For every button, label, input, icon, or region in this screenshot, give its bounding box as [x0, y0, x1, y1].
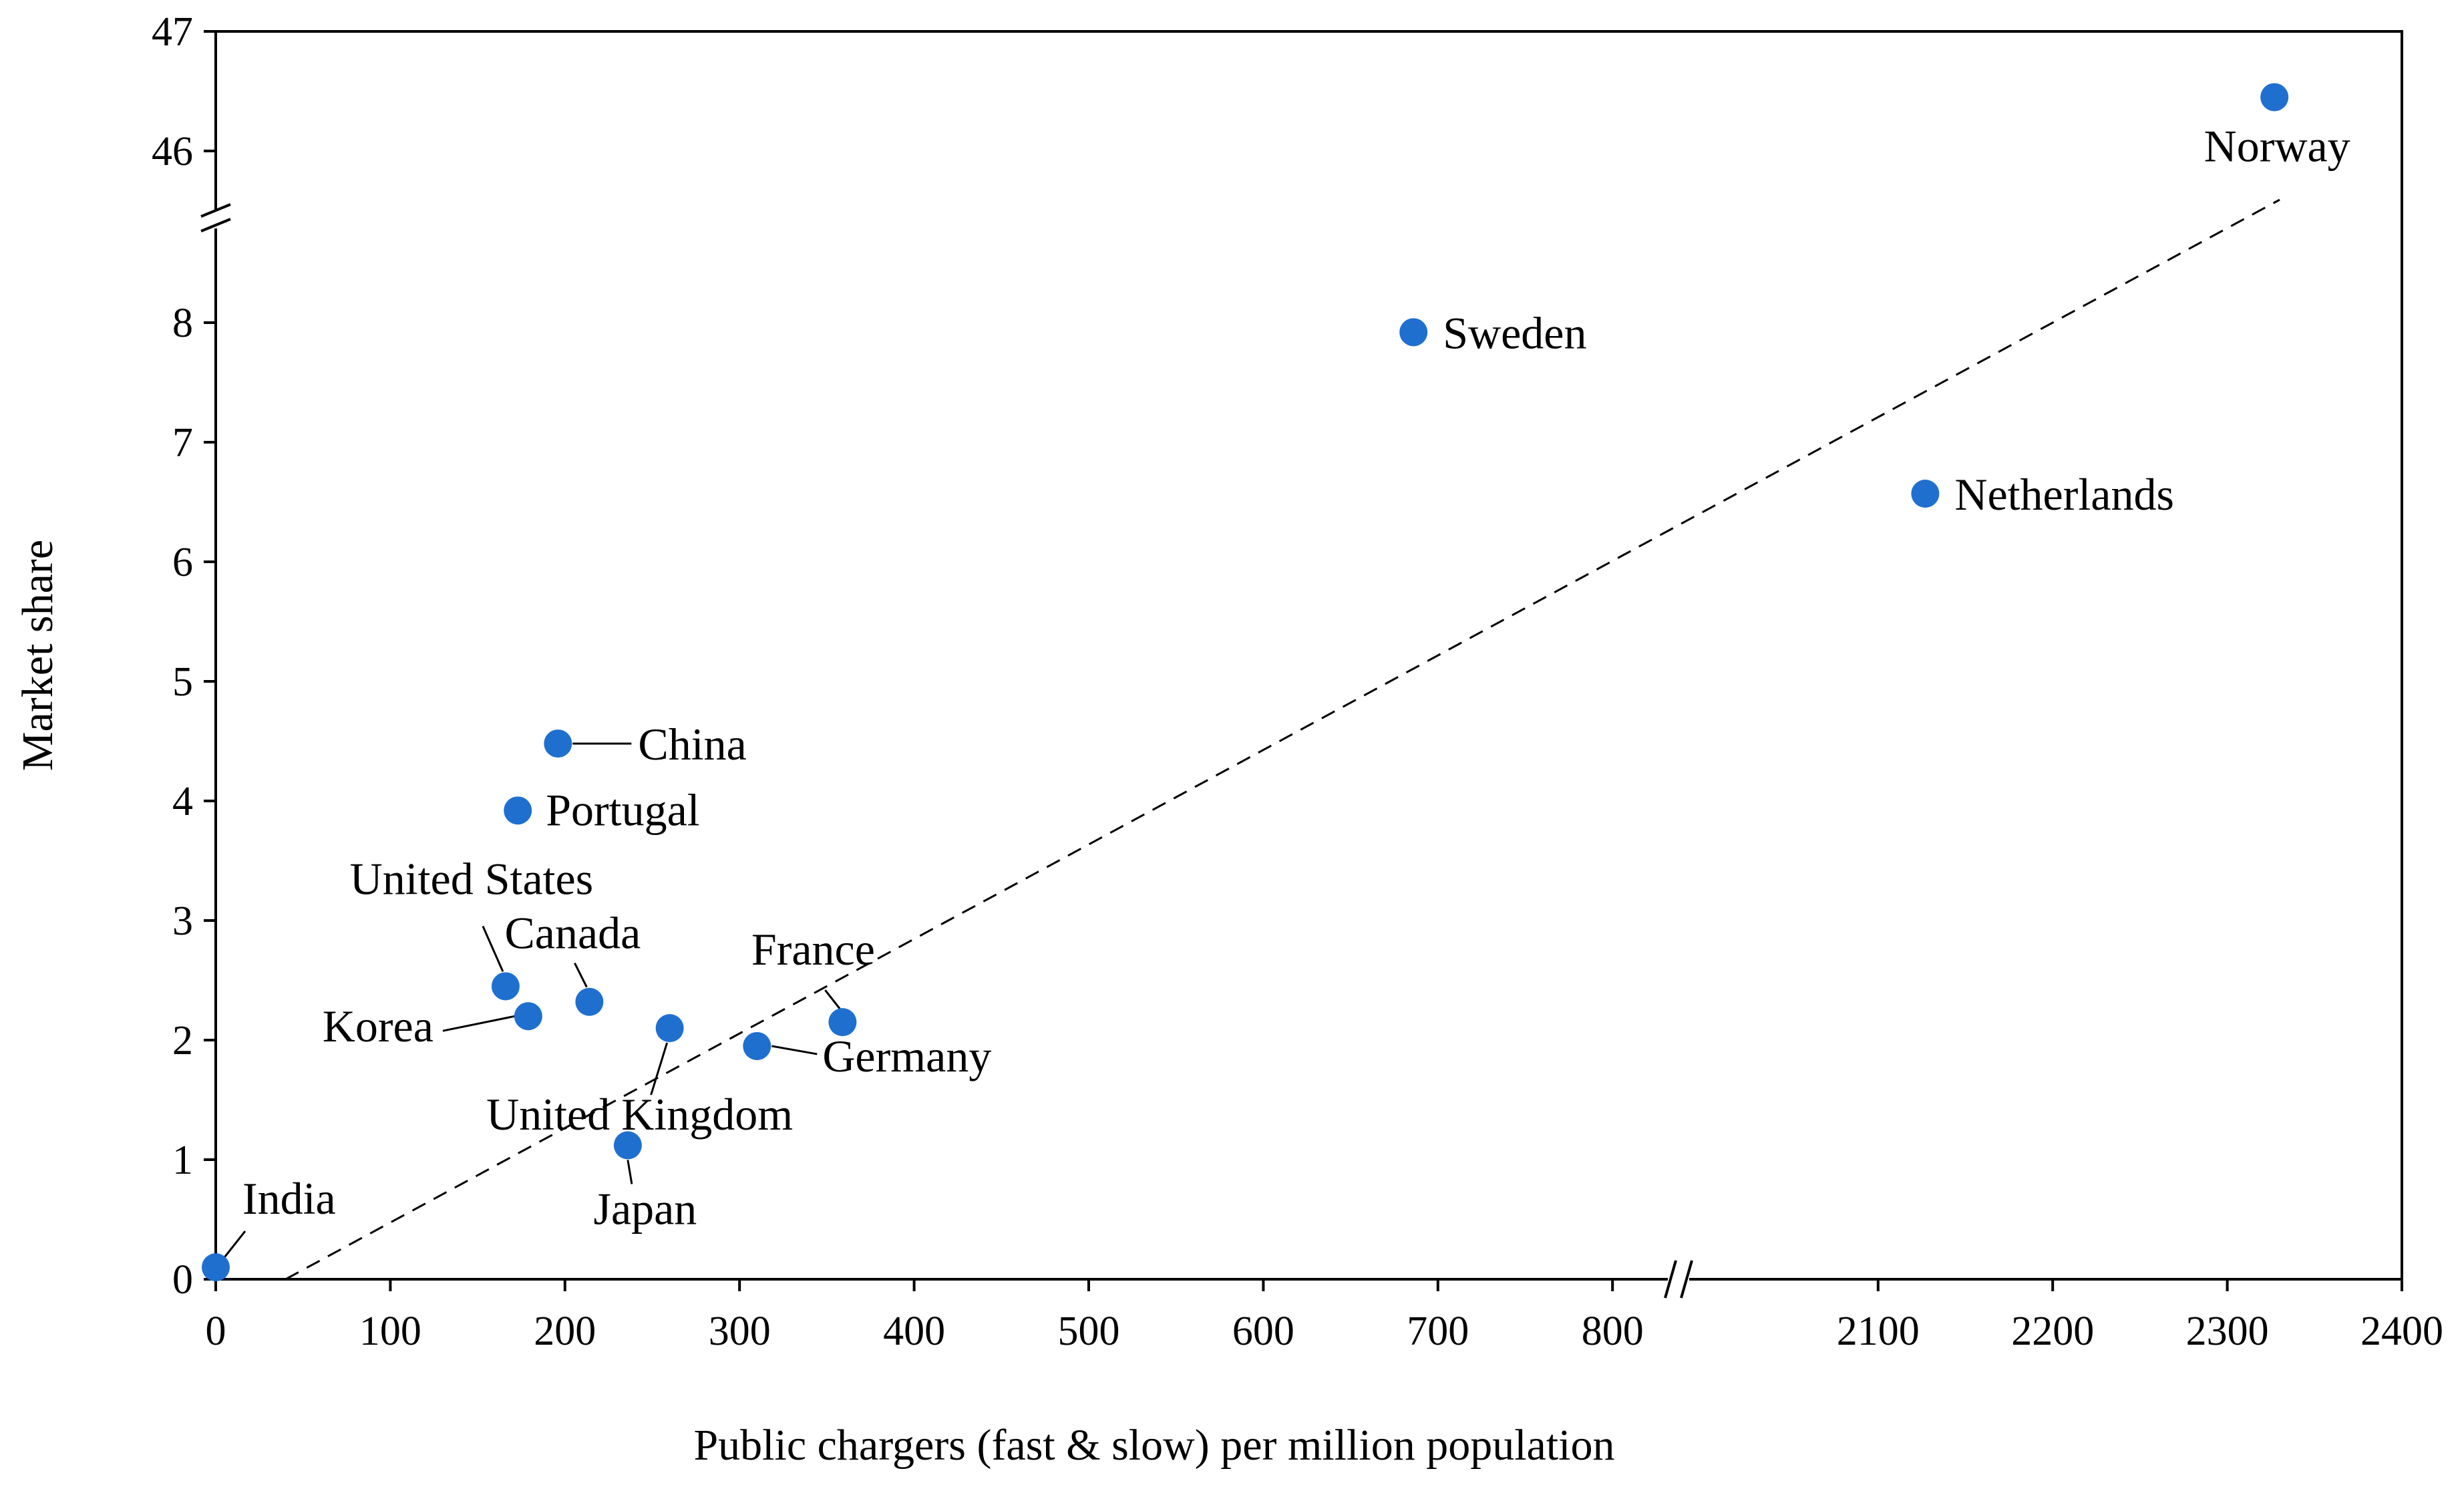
- x-tick-label-2300: 2300: [2186, 1309, 2269, 1354]
- y-tick-label-7: 7: [172, 420, 193, 466]
- point-india: [202, 1253, 230, 1282]
- label-india: India: [242, 1173, 336, 1224]
- x-tick-label-300: 300: [709, 1309, 771, 1354]
- point-sweden: [1399, 318, 1428, 347]
- y-axis-title: Market share: [13, 540, 62, 771]
- leader-korea: [442, 1015, 516, 1032]
- label-china: China: [638, 719, 746, 770]
- x-tick-label-2400: 2400: [2360, 1309, 2443, 1354]
- label-norway: Norway: [2204, 120, 2350, 171]
- y-tick-label-47: 47: [152, 9, 193, 55]
- label-leaders: [218, 742, 841, 1265]
- point-germany: [743, 1031, 771, 1060]
- x-tick-label-200: 200: [534, 1309, 596, 1354]
- point-china: [544, 729, 572, 758]
- x-tick-label-600: 600: [1232, 1309, 1294, 1354]
- y-tick-label-2: 2: [172, 1018, 193, 1063]
- label-japan: Japan: [593, 1184, 697, 1234]
- x-tick-label-2200: 2200: [2011, 1309, 2094, 1354]
- y-axis-break-mark-1: [200, 203, 231, 218]
- x-tick-label-2100: 2100: [1837, 1309, 1920, 1354]
- plot-area: [214, 30, 2403, 1281]
- y-tick-label-8: 8: [172, 301, 193, 346]
- axis-breaks: [200, 203, 1693, 1299]
- leader-united-states: [482, 925, 504, 973]
- label-sweden: Sweden: [1443, 307, 1586, 358]
- x-tick-label-800: 800: [1582, 1309, 1644, 1354]
- leader-japan: [627, 1160, 633, 1184]
- point-united-kingdom: [655, 1014, 684, 1043]
- point-portugal: [504, 796, 532, 825]
- label-germany: Germany: [822, 1031, 991, 1082]
- x-tick-label-400: 400: [883, 1309, 945, 1354]
- label-netherlands: Netherlands: [1954, 469, 2174, 520]
- label-united-kingdom: United Kingdom: [486, 1089, 793, 1140]
- label-portugal: Portugal: [546, 784, 699, 835]
- point-japan: [613, 1131, 642, 1160]
- point-canada: [575, 987, 604, 1016]
- leader-france: [824, 989, 841, 1010]
- x-tick-label-500: 500: [1058, 1309, 1120, 1354]
- point-france: [828, 1008, 857, 1037]
- leader-canada: [574, 963, 588, 988]
- label-korea: Korea: [323, 1001, 433, 1051]
- point-netherlands: [1911, 479, 1940, 508]
- y-axis-break-mark-2: [200, 218, 231, 232]
- point-norway: [2260, 83, 2289, 112]
- leader-germany: [771, 1045, 818, 1055]
- y-tick-label-6: 6: [172, 540, 193, 585]
- point-united-states: [491, 972, 520, 1001]
- trendline-layer: [285, 198, 2280, 1281]
- x-axis-break-mark-1: [1664, 1260, 1677, 1299]
- y-tick-label-3: 3: [172, 898, 193, 944]
- x-axis-title: Public chargers (fast & slow) per millio…: [693, 1421, 1614, 1470]
- y-tick-label-1: 1: [172, 1138, 193, 1183]
- trendline: [285, 198, 2280, 1281]
- y-tick-label-4: 4: [172, 779, 193, 824]
- label-united-states: United States: [350, 853, 594, 904]
- x-tick-label-0: 0: [206, 1309, 226, 1354]
- y-tick-label-0: 0: [172, 1257, 193, 1303]
- axis-ticks: 0 100 200 300 400 500 600 700 800 2100 2200 2300 240…: [152, 9, 2443, 1354]
- point-korea: [514, 1002, 542, 1031]
- y-tick-label-5: 5: [172, 659, 193, 705]
- x-axis-break-mark-2: [1680, 1260, 1693, 1299]
- label-canada: Canada: [504, 908, 641, 959]
- leader-united-kingdom: [650, 1042, 669, 1096]
- x-tick-label-700: 700: [1407, 1309, 1469, 1354]
- x-tick-label-100: 100: [359, 1309, 421, 1354]
- point-labels: India United States Korea Portugal China Cana…: [242, 120, 2350, 1234]
- label-france: France: [751, 924, 875, 975]
- data-points: [202, 83, 2289, 1282]
- y-tick-label-46: 46: [152, 129, 193, 174]
